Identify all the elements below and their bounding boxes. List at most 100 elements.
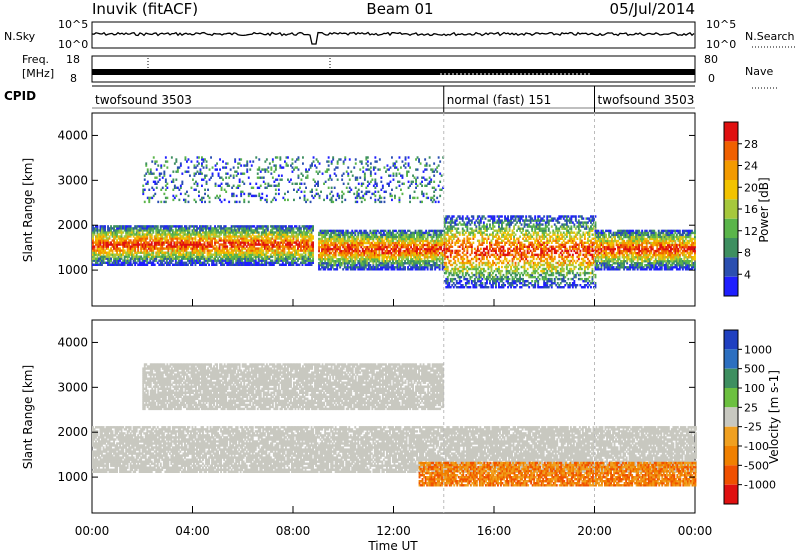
heatmap-cell xyxy=(456,217,458,219)
heatmap-cell xyxy=(404,266,406,268)
heatmap-cell xyxy=(522,278,524,280)
heatmap-cell xyxy=(211,241,213,243)
heatmap-cell xyxy=(225,241,227,243)
freq-bottom-tick: 8 xyxy=(70,72,77,85)
heatmap-cell xyxy=(462,217,464,219)
heatmap-cell xyxy=(440,246,442,248)
heatmap-cell xyxy=(451,217,453,219)
heatmap-cell xyxy=(474,234,476,236)
heatmap-cell xyxy=(466,278,468,280)
heatmap-cell xyxy=(170,241,172,243)
heatmap-cell xyxy=(357,246,359,248)
heatmap-cell xyxy=(468,280,470,282)
heatmap-cell xyxy=(494,217,496,219)
heatmap-cell xyxy=(427,236,429,238)
heatmap-cell xyxy=(489,280,491,282)
heatmap-cell xyxy=(485,270,487,272)
heatmap-cell xyxy=(494,225,496,227)
heatmap-cell xyxy=(480,248,482,250)
heatmap-cell xyxy=(308,241,310,243)
power-plot-frame xyxy=(92,113,695,306)
heatmap-cell xyxy=(407,256,409,258)
nsky-bottom-tick: 10^0 xyxy=(58,38,88,51)
heatmap-cell xyxy=(472,242,474,244)
heatmap-cell xyxy=(519,236,521,238)
heatmap-cell xyxy=(462,270,464,272)
heatmap-cell xyxy=(451,250,453,252)
nave-top-tick: 80 xyxy=(704,53,718,66)
heatmap-cell xyxy=(483,258,485,260)
heatmap-cell xyxy=(488,286,490,288)
heatmap-cell xyxy=(157,225,159,227)
heatmap-cell xyxy=(463,238,465,240)
freq-top-tick: 18 xyxy=(66,53,80,66)
heatmap-cell xyxy=(267,225,269,227)
heatmap-cell xyxy=(531,280,533,282)
heatmap-cell xyxy=(267,252,269,254)
heatmap-cell xyxy=(344,236,346,238)
heatmap-cell xyxy=(448,215,450,217)
heatmap-cell xyxy=(509,228,511,230)
heatmap-cell xyxy=(151,241,153,243)
heatmap-cell xyxy=(524,250,526,252)
heatmap-cell xyxy=(506,228,508,230)
heatmap-cell xyxy=(453,215,455,217)
heatmap-cell xyxy=(471,248,473,250)
heatmap-cell xyxy=(498,266,500,268)
heatmap-cell xyxy=(130,239,132,241)
heatmap-cell xyxy=(483,268,485,270)
heatmap-cell xyxy=(495,248,497,250)
heatmap-cell xyxy=(472,258,474,260)
heatmap-cell xyxy=(486,246,488,248)
heatmap-cell xyxy=(515,217,517,219)
heatmap-cell xyxy=(427,266,429,268)
heatmap-cell xyxy=(488,238,490,240)
heatmap-cell xyxy=(489,223,491,225)
heatmap-cell xyxy=(459,240,461,242)
heatmap-cell xyxy=(450,270,452,272)
heatmap-cell xyxy=(454,278,456,280)
heatmap-cell xyxy=(395,256,397,258)
heatmap-cell xyxy=(485,217,487,219)
heatmap-cell xyxy=(463,258,465,260)
heatmap-cell xyxy=(504,284,506,286)
heatmap-cell xyxy=(451,228,453,230)
heatmap-cell xyxy=(516,284,518,286)
heatmap-cell xyxy=(447,266,449,268)
heatmap-cell xyxy=(208,264,210,266)
heatmap-cell xyxy=(216,262,218,264)
nsky-trace xyxy=(92,33,694,45)
heatmap-cell xyxy=(494,270,496,272)
heatmap-cell xyxy=(466,228,468,230)
heatmap-cell xyxy=(483,274,485,276)
heatmap-cell xyxy=(204,252,206,254)
heatmap-cell xyxy=(439,266,441,268)
heatmap-cell xyxy=(463,248,465,250)
heatmap-cell xyxy=(339,266,341,268)
heatmap-cell xyxy=(472,215,474,217)
heatmap-cell xyxy=(518,225,520,227)
heatmap-cell xyxy=(475,228,477,230)
heatmap-cell xyxy=(469,238,471,240)
heatmap-cell xyxy=(504,215,506,217)
heatmap-cell xyxy=(501,215,503,217)
heatmap-cell xyxy=(431,266,433,268)
heatmap-cell xyxy=(104,225,106,227)
nsky-top-tick: 10^5 xyxy=(58,18,88,31)
heatmap-cell xyxy=(122,231,124,233)
heatmap-cell xyxy=(312,262,314,264)
heatmap-cell xyxy=(94,231,96,233)
cpid-label: CPID xyxy=(4,89,36,103)
heatmap-cell xyxy=(481,217,483,219)
nsky-label: N.Sky xyxy=(4,30,36,43)
freq-label-line2: [MHz] xyxy=(22,67,54,80)
heatmap-cell xyxy=(481,282,483,284)
heatmap-cell xyxy=(216,239,218,241)
heatmap-cell xyxy=(457,228,459,230)
nsearch-bottom-tick: 10^0 xyxy=(706,38,736,51)
heatmap-cell xyxy=(311,231,313,233)
heatmap-cell xyxy=(305,252,307,254)
cpid-segment-label: twofsound 3503 xyxy=(95,93,192,107)
heatmap-cell xyxy=(530,238,532,240)
